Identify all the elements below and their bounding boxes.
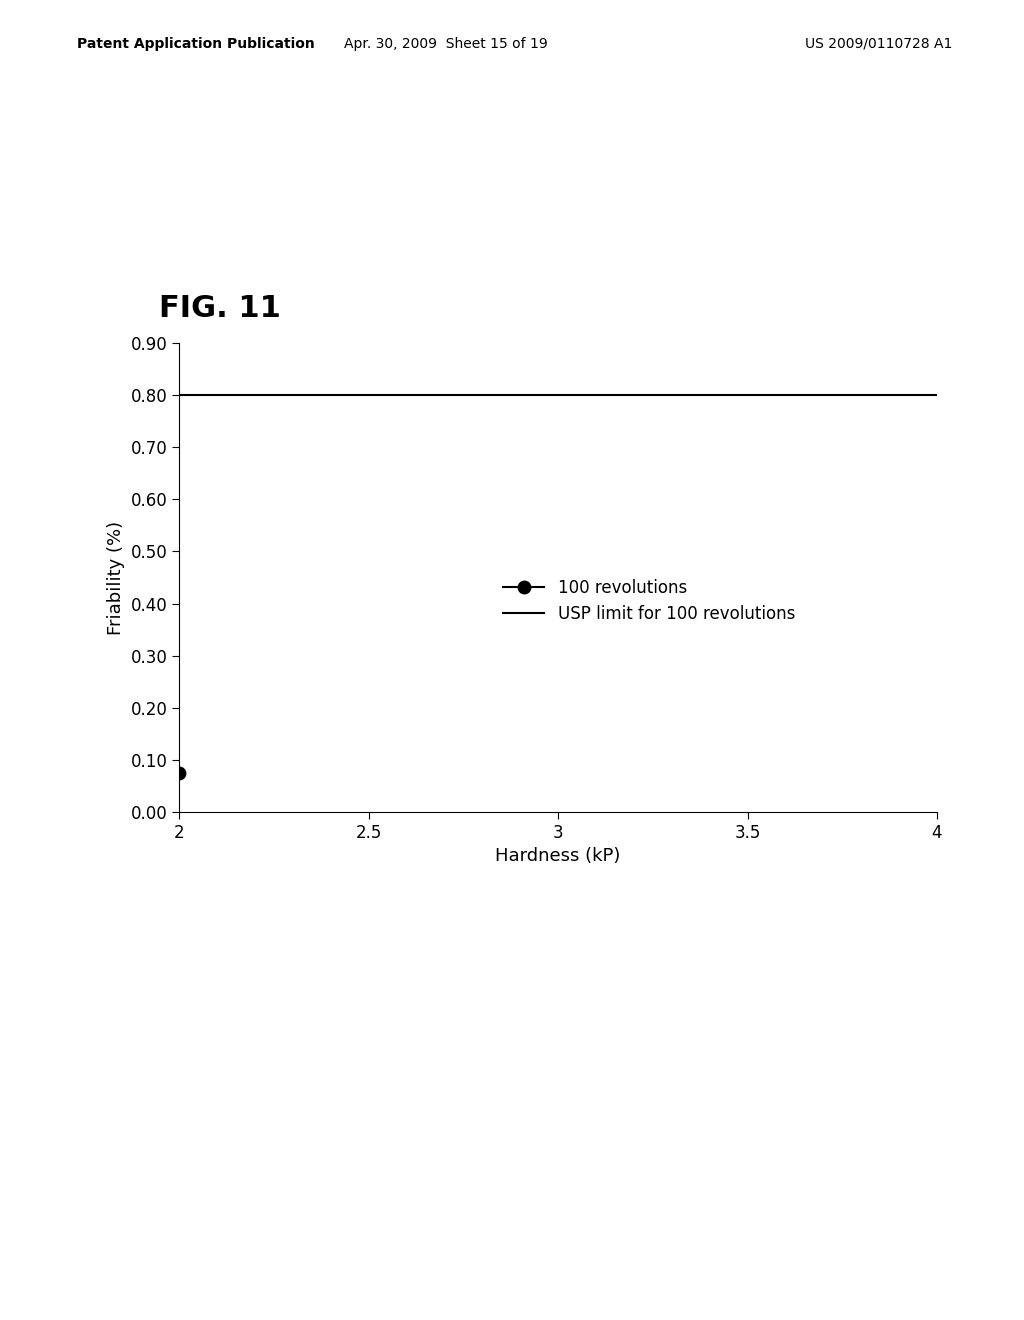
Text: FIG. 11: FIG. 11 — [159, 294, 281, 323]
X-axis label: Hardness (kP): Hardness (kP) — [496, 847, 621, 865]
Y-axis label: Friability (%): Friability (%) — [106, 520, 125, 635]
Legend: 100 revolutions, USP limit for 100 revolutions: 100 revolutions, USP limit for 100 revol… — [497, 572, 802, 630]
Text: Patent Application Publication: Patent Application Publication — [77, 37, 314, 51]
Text: Apr. 30, 2009  Sheet 15 of 19: Apr. 30, 2009 Sheet 15 of 19 — [344, 37, 547, 51]
Text: US 2009/0110728 A1: US 2009/0110728 A1 — [805, 37, 952, 51]
